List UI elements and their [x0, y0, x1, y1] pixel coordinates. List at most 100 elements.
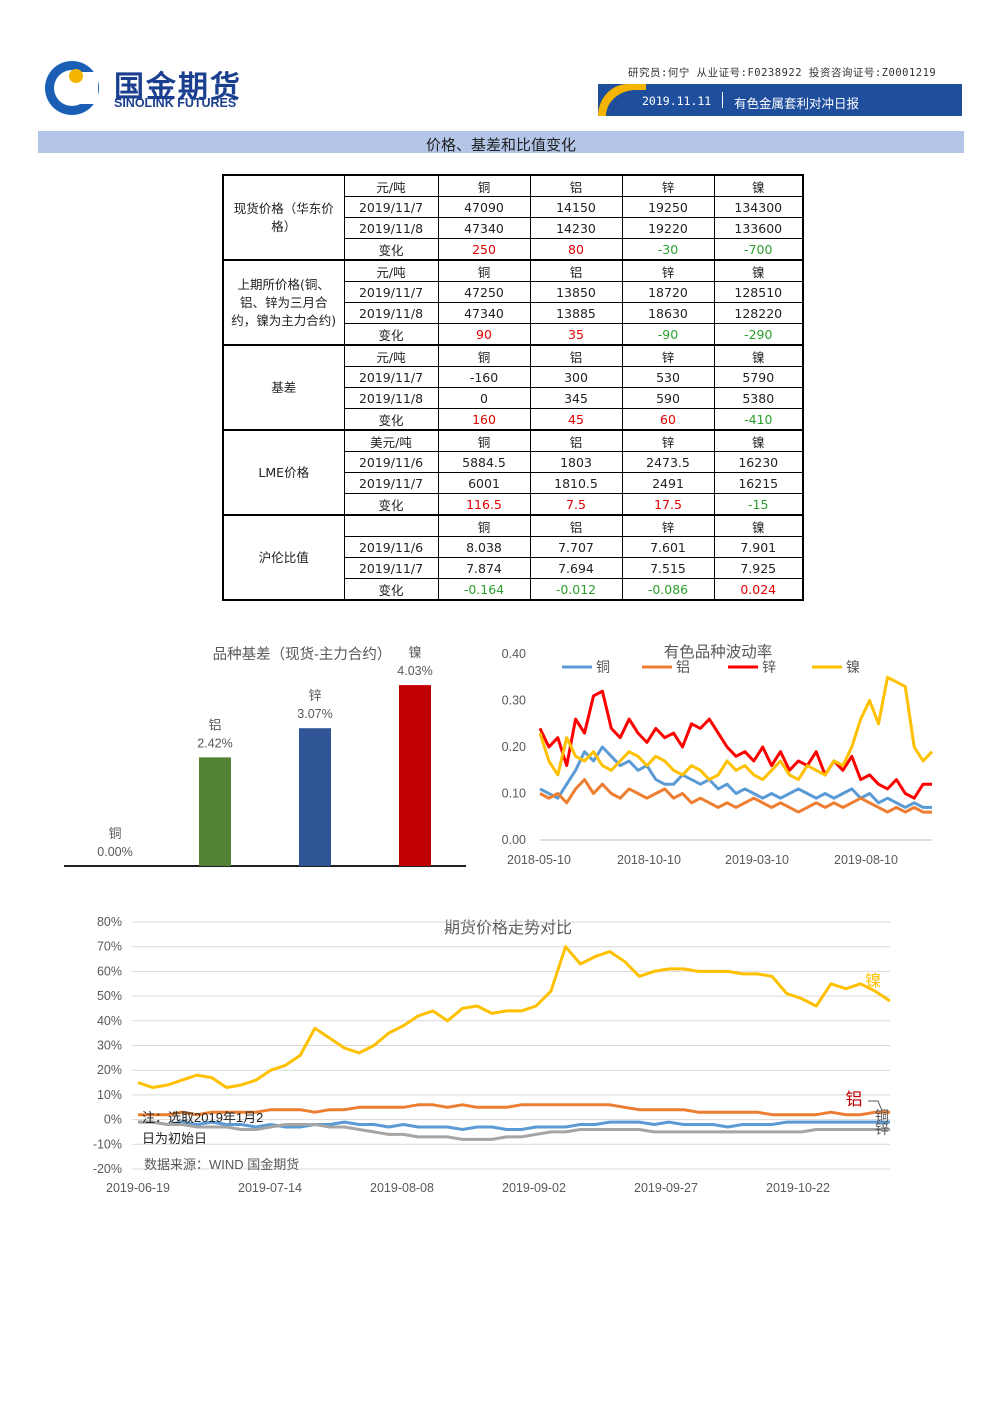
value-cell-ni: 128220: [713, 302, 804, 324]
value-cell-al: 45: [529, 408, 623, 431]
x-tick-label: 2019-03-10: [725, 853, 789, 867]
value-cell-zn: 17.5: [621, 493, 715, 516]
value-cell-ni: 镍: [713, 344, 804, 367]
value-cell-al: 300: [529, 366, 623, 388]
bar-1: [199, 757, 231, 866]
row-date-cell: 美元/吨: [343, 429, 439, 452]
x-tick-label: 2019-08-10: [834, 853, 898, 867]
x-tick-label: 2019-09-27: [634, 1181, 698, 1195]
report-date: 2019.11.11: [642, 94, 712, 108]
row-date-cell: 变化: [343, 408, 439, 431]
row-date-cell: 2019/11/7: [343, 196, 439, 218]
x-tick-label: 2019-10-22: [766, 1181, 830, 1195]
value-cell-ni: -410: [713, 408, 804, 431]
value-cell-al: -0.012: [529, 578, 623, 601]
table-row: 基差 元/吨铜铝锌镍: [222, 344, 804, 431]
value-cell-al: 345: [529, 387, 623, 409]
table-row: 变化 90 35 -90 -290: [223, 323, 804, 346]
value-cell-zn: 2473.5: [621, 451, 715, 473]
row-date-cell: 2019/11/7: [343, 281, 439, 303]
value-cell-al: 铝: [529, 429, 623, 452]
value-cell-cu: 铜: [437, 514, 531, 537]
value-cell-al: 14150: [529, 196, 623, 218]
y-tick-label: 0%: [104, 1113, 122, 1127]
value-cell-zn: 19220: [621, 217, 715, 239]
y-tick-label: 70%: [97, 940, 122, 954]
x-tick-label: 2019-06-19: [106, 1181, 170, 1195]
row-date-cell: 元/吨: [343, 174, 439, 197]
value-cell-al: 铝: [529, 344, 623, 367]
value-cell-al: 14230: [529, 217, 623, 239]
value-cell-cu: 5884.5: [437, 451, 531, 473]
value-cell-cu: -0.164: [437, 578, 531, 601]
y-tick-label: -20%: [93, 1162, 122, 1176]
report-title: 有色金属套利对冲日报: [734, 96, 860, 111]
value-cell-cu: 47090: [437, 196, 531, 218]
row-group-label: 上期所价格(铜、铝、锌为三月合约，镍为主力合约): [222, 259, 345, 346]
value-cell-cu: 47340: [437, 302, 531, 324]
value-cell-zn: -90: [621, 323, 715, 346]
table-row: 2019/11/7 6001 1810.5 2491 16215: [223, 472, 804, 494]
series-line-1: [539, 778, 932, 814]
value-cell-al: 13885: [529, 302, 623, 324]
basis-bar-chart-svg: 品种基差（现货-主力合约） 0.00% 铜 2.42% 铝 3.07% 锌 4.03% 镍: [64, 645, 466, 867]
row-date-cell: 元/吨: [343, 259, 439, 282]
value-cell-ni: 0.024: [713, 578, 804, 601]
row-date-cell: 2019/11/8: [343, 387, 439, 409]
y-tick-label: 0.00: [502, 833, 526, 847]
row-date-cell: 变化: [343, 238, 439, 261]
row-date-cell: 元/吨: [343, 344, 439, 367]
value-cell-zn: 590: [621, 387, 715, 409]
value-cell-cu: 47340: [437, 217, 531, 239]
y-tick-label: 0.10: [502, 787, 526, 801]
value-cell-zn: 530: [621, 366, 715, 388]
series-line-0: [539, 745, 932, 809]
row-group-label: 现货价格（华东价格）: [222, 174, 345, 261]
company-logo: 国金期货 SINOLINK FUTURES: [44, 60, 284, 116]
table-row: LME价格 美元/吨铜铝锌镍: [222, 429, 804, 516]
value-cell-al: 13850: [529, 281, 623, 303]
chart-title: 品种基差（现货-主力合约）: [213, 646, 392, 663]
chart-title: 期货价格走势对比: [444, 919, 572, 937]
table-row: 2019/11/8 47340 13885 18630 128220: [223, 302, 804, 324]
y-tick-label: 50%: [97, 989, 122, 1003]
section-bar: 价格、基差和比值变化: [38, 131, 964, 154]
bar-category-label: 铜: [108, 826, 121, 841]
table-row: 2019/11/8 47340 14230 19220 133600: [223, 217, 804, 239]
end-label-al: 铝: [846, 1090, 863, 1109]
value-cell-zn: 7.515: [621, 557, 715, 579]
row-group-label: 基差: [222, 344, 345, 431]
value-cell-ni: 128510: [713, 281, 804, 303]
row-date-cell: 变化: [343, 493, 439, 516]
value-cell-ni: -700: [713, 238, 804, 261]
value-cell-al: 铝: [529, 174, 623, 197]
value-cell-cu: 116.5: [437, 493, 531, 516]
value-cell-al: 35: [529, 323, 623, 346]
value-cell-ni: 镍: [713, 514, 804, 537]
bar-value-label: 2.42%: [197, 736, 232, 750]
value-cell-zn: 18720: [621, 281, 715, 303]
y-tick-label: 30%: [97, 1039, 122, 1053]
x-tick-label: 2018-10-10: [617, 853, 681, 867]
table-row: 沪伦比值 铜铝锌镍: [222, 514, 804, 601]
header-separator: [722, 92, 723, 108]
row-date-cell: 2019/11/6: [343, 536, 439, 558]
y-tick-label: 40%: [97, 1014, 122, 1028]
value-cell-cu: -160: [437, 366, 531, 388]
row-date-cell: 2019/11/7: [343, 472, 439, 494]
value-cell-zn: 锌: [621, 514, 715, 537]
y-tick-label: 10%: [97, 1088, 122, 1102]
value-cell-zn: 7.601: [621, 536, 715, 558]
table-row: 2019/11/6 8.038 7.707 7.601 7.901: [223, 536, 804, 558]
legend-label: 镍: [846, 659, 860, 675]
row-group-label: 沪伦比值: [222, 514, 345, 601]
value-cell-ni: 5790: [713, 366, 804, 388]
futures-trend-chart-svg: 期货价格走势对比 80% 70% 60% 50% 40% 30% 20% 10% 0% -10% -2…: [93, 915, 891, 1195]
value-cell-ni: 16215: [713, 472, 804, 494]
value-cell-zn: 60: [621, 408, 715, 431]
table-row: 2019/11/8 0 345 590 5380: [223, 387, 804, 409]
bar-value-label: 0.00%: [97, 845, 132, 859]
value-cell-ni: 133600: [713, 217, 804, 239]
value-cell-al: 1803: [529, 451, 623, 473]
y-tick-label: 0.20: [502, 740, 526, 754]
